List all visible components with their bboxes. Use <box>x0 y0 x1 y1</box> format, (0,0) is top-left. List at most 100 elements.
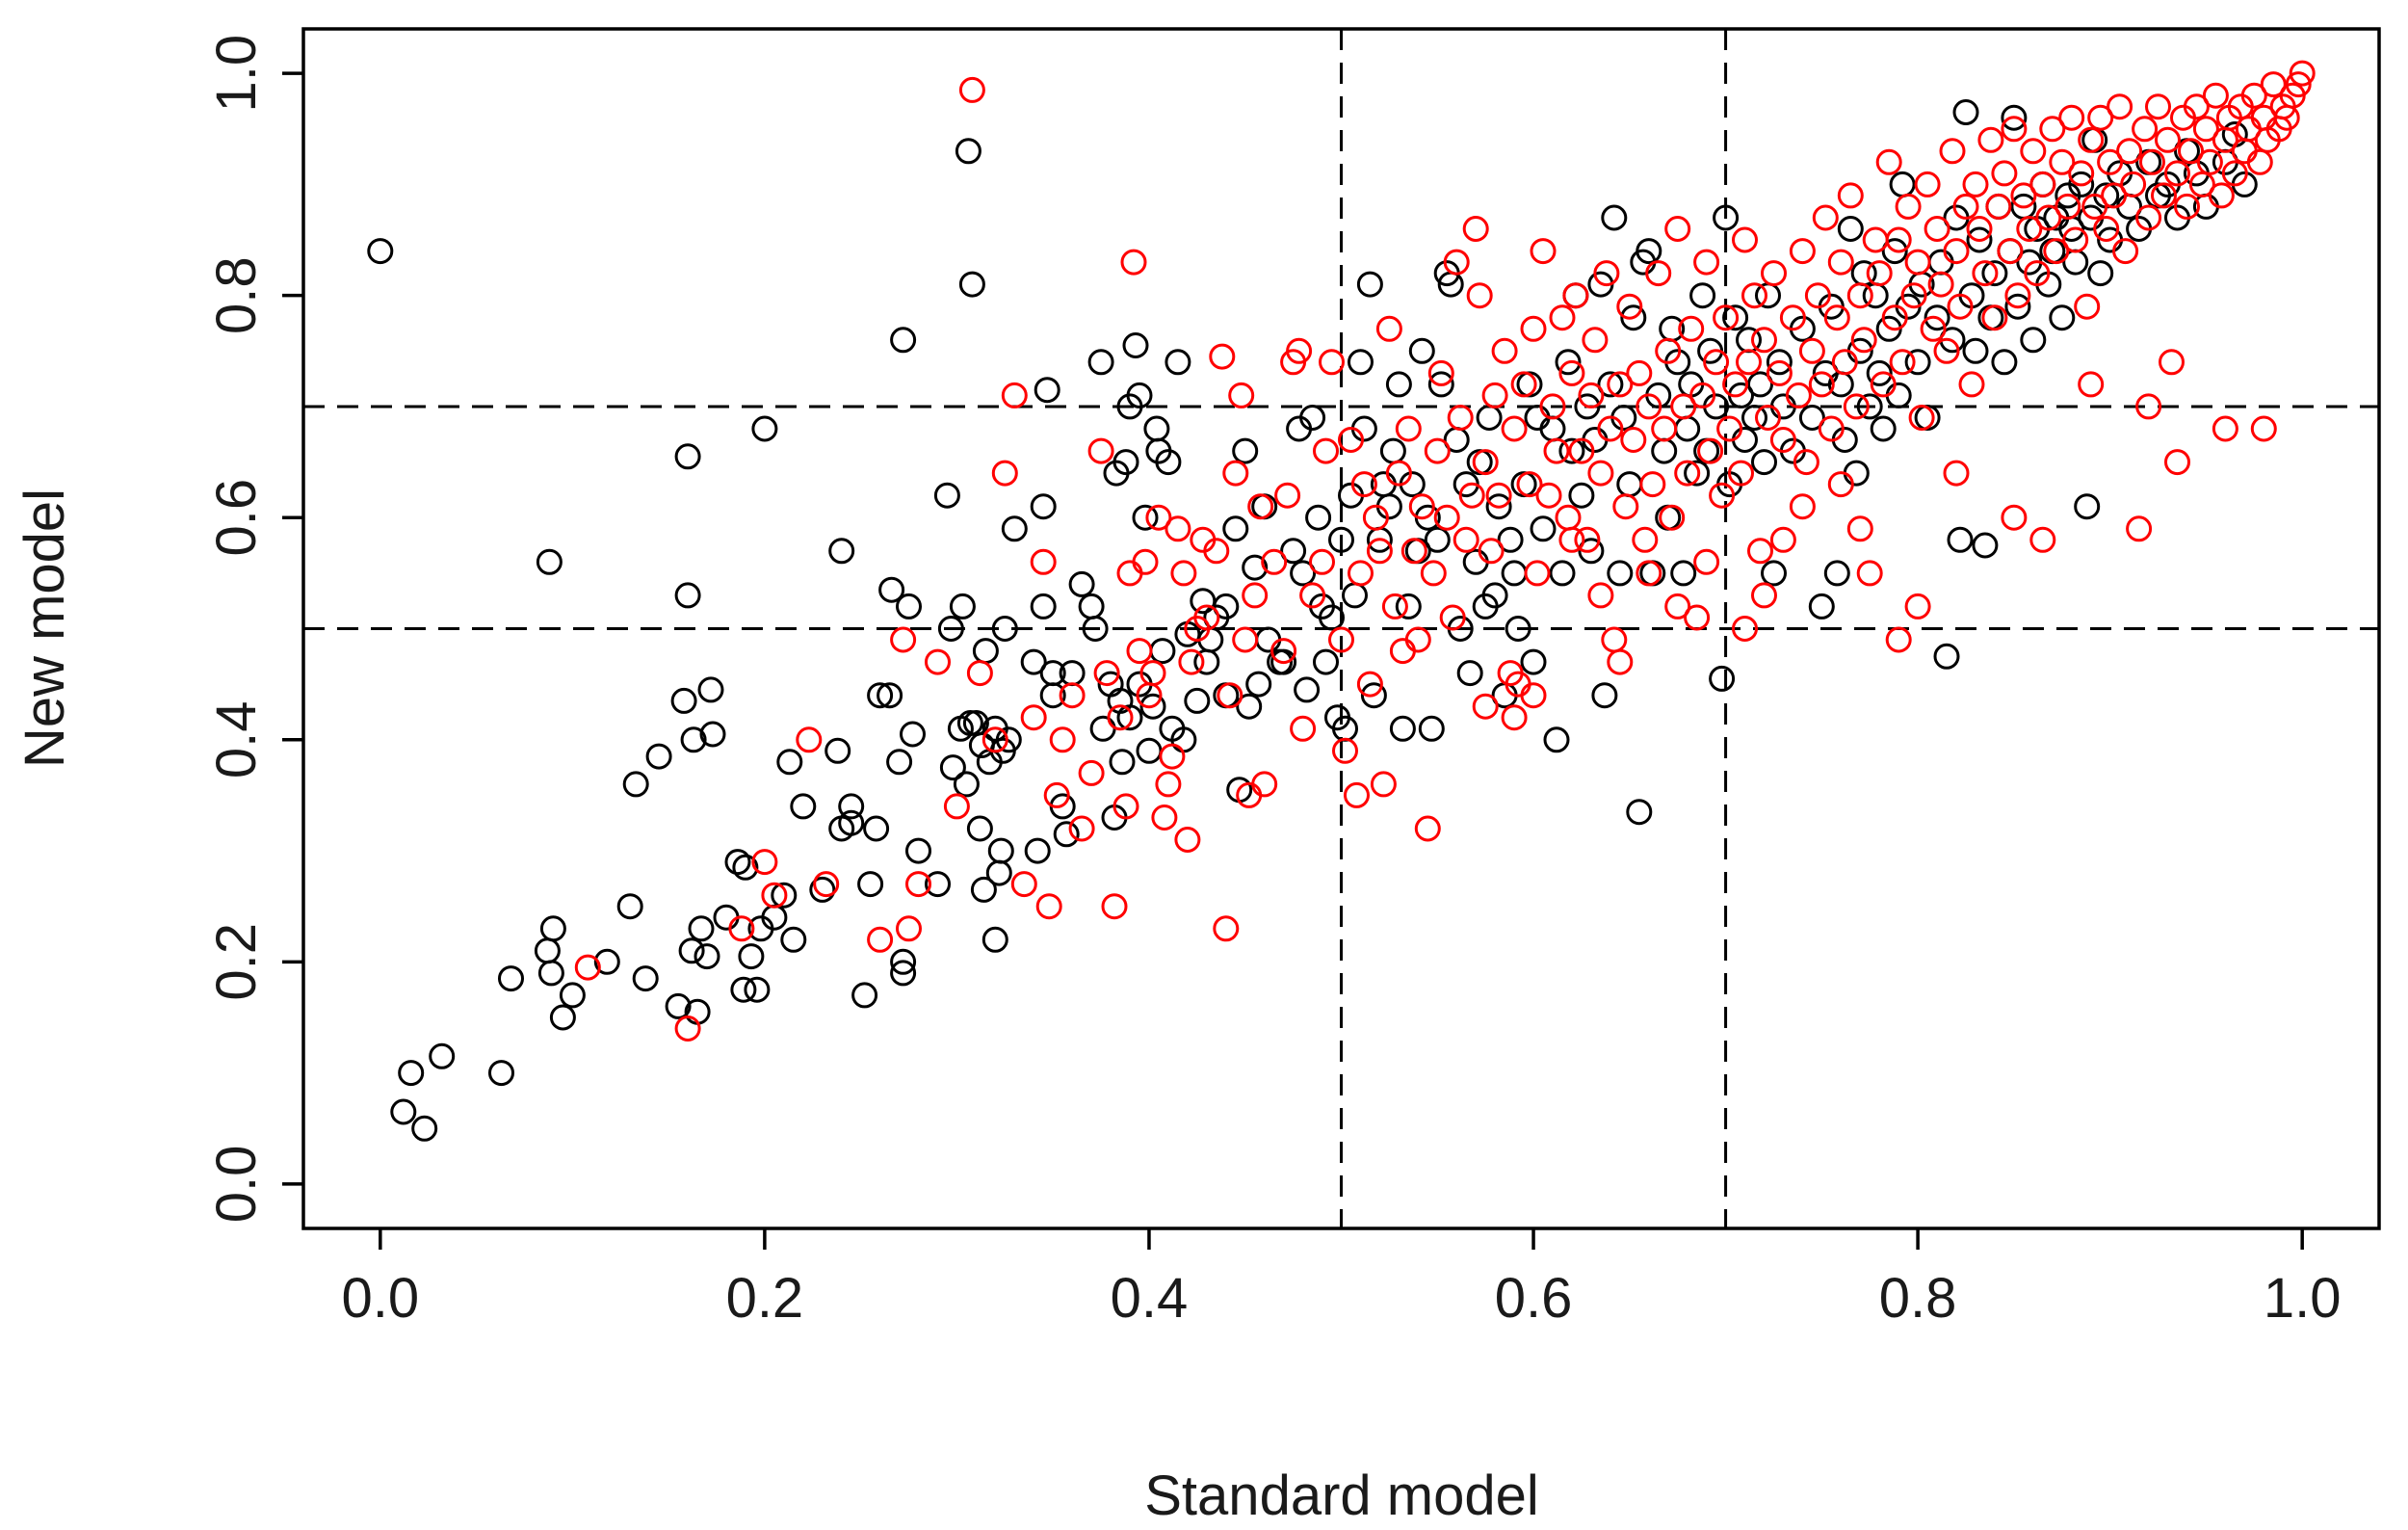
data-point-s0-23 <box>680 726 707 753</box>
data-point-s1-213 <box>2020 138 2047 165</box>
data-point-s0-254 <box>1856 393 1883 420</box>
data-point-s0-147 <box>1319 604 1345 631</box>
data-point-s0-238 <box>1761 560 1787 587</box>
data-point-s0-169 <box>1424 526 1451 553</box>
data-point-s0-230 <box>1722 304 1749 331</box>
data-point-s0-21 <box>674 582 701 609</box>
plot-frame <box>301 27 2381 1230</box>
data-point-s1-270 <box>2250 415 2277 442</box>
data-point-s0-259 <box>1881 238 1908 265</box>
data-point-s1-60 <box>1261 548 1288 575</box>
data-point-s1-149 <box>1709 482 1736 509</box>
data-point-s1-148 <box>1703 349 1730 376</box>
data-point-s1-236 <box>2132 116 2159 143</box>
data-point-s0-292 <box>2049 304 2076 331</box>
data-point-s0-274 <box>1962 337 1989 364</box>
data-point-s1-19 <box>1020 704 1047 731</box>
data-point-s1-174 <box>1831 349 1858 376</box>
data-point-s1-77 <box>1362 504 1389 531</box>
data-point-s1-181 <box>1866 260 1893 287</box>
data-point-s1-130 <box>1616 293 1643 320</box>
data-point-s1-43 <box>1170 560 1197 587</box>
data-point-s1-173 <box>1827 249 1854 276</box>
data-point-s1-117 <box>1555 504 1582 531</box>
data-point-s1-239 <box>2145 93 2171 120</box>
data-point-s1-245 <box>2174 193 2200 220</box>
data-point-s1-141 <box>1670 393 1697 420</box>
data-point-s1-45 <box>1178 648 1205 675</box>
data-point-s0-131 <box>1232 437 1259 464</box>
data-point-s1-157 <box>1747 538 1773 565</box>
data-point-s0-177 <box>1462 548 1489 575</box>
data-point-s0-133 <box>1242 554 1269 581</box>
data-point-s0-163 <box>1395 593 1422 620</box>
x-tick-label-0: 0.0 <box>341 1267 419 1330</box>
data-point-s1-37 <box>1139 660 1166 687</box>
data-point-s1-97 <box>1458 482 1485 509</box>
data-point-s1-192 <box>1920 315 1947 342</box>
data-point-s0-77 <box>982 926 1008 953</box>
data-point-s1-227 <box>2087 104 2114 131</box>
data-point-s1-206 <box>1985 193 2012 220</box>
data-point-s0-53 <box>878 576 905 603</box>
x-tick-label-4: 0.8 <box>1879 1267 1957 1330</box>
data-point-s1-287 <box>1664 593 1691 620</box>
data-point-s1-0 <box>574 954 601 981</box>
data-point-s1-269 <box>2289 60 2316 87</box>
data-point-s0-296 <box>2068 171 2095 198</box>
data-point-s0-26 <box>694 943 720 970</box>
data-point-s0-98 <box>1087 349 1114 376</box>
data-point-s1-207 <box>1991 160 2018 187</box>
data-point-s0-46 <box>838 809 865 836</box>
y-tick-label-1: 0.2 <box>205 923 268 1001</box>
data-point-s0-266 <box>1924 304 1950 331</box>
data-point-s1-142 <box>1674 460 1701 487</box>
data-point-s1-79 <box>1370 771 1397 798</box>
data-point-s1-98 <box>1462 216 1489 242</box>
data-point-s1-16 <box>991 460 1018 487</box>
data-point-s0-220 <box>1674 415 1701 442</box>
y-tick-label-0: 0.0 <box>205 1146 268 1224</box>
data-point-s1-110 <box>1520 315 1547 342</box>
data-point-s0-132 <box>1236 693 1263 720</box>
data-point-s0-107 <box>1116 704 1143 731</box>
data-point-s1-164 <box>1785 382 1812 409</box>
data-point-s1-55 <box>1232 626 1259 653</box>
data-point-s0-116 <box>1149 638 1176 665</box>
data-point-s0-86 <box>1024 837 1051 864</box>
data-point-s0-42 <box>809 876 836 903</box>
data-point-s0-0 <box>367 238 394 265</box>
data-point-s1-8 <box>890 626 917 653</box>
data-point-s1-268 <box>2285 71 2312 98</box>
data-point-s1-224 <box>2074 293 2101 320</box>
data-point-s0-195 <box>1555 349 1582 376</box>
data-point-s0-265 <box>1914 405 1941 431</box>
data-point-s1-152 <box>1722 371 1749 398</box>
data-point-s0-50 <box>863 815 890 842</box>
data-point-s1-65 <box>1290 715 1317 742</box>
data-point-s1-158 <box>1751 327 1777 354</box>
data-point-s0-88 <box>1030 593 1057 620</box>
data-point-s1-96 <box>1453 526 1479 553</box>
data-point-s0-16 <box>632 965 659 992</box>
data-point-s0-212 <box>1636 238 1662 265</box>
data-point-s0-3 <box>411 1115 438 1142</box>
data-point-s1-250 <box>2196 148 2223 175</box>
data-point-s0-219 <box>1670 560 1697 587</box>
data-point-s0-189 <box>1520 648 1547 675</box>
data-point-s0-178 <box>1466 449 1493 476</box>
data-point-s0-236 <box>1751 449 1777 476</box>
data-point-s1-67 <box>1309 548 1335 575</box>
data-point-s0-109 <box>1126 382 1153 409</box>
data-point-s0-64 <box>939 754 966 781</box>
data-point-s0-17 <box>645 743 672 770</box>
data-point-s1-51 <box>1213 915 1240 942</box>
y-tick-label-3: 0.6 <box>205 479 268 557</box>
data-point-s1-221 <box>2058 104 2085 131</box>
data-point-s1-128 <box>1607 371 1634 398</box>
data-point-s1-74 <box>1348 560 1374 587</box>
data-point-s0-66 <box>949 593 976 620</box>
data-point-s1-178 <box>1850 327 1877 354</box>
data-point-s1-208 <box>1997 238 2024 265</box>
data-point-s1-132 <box>1626 359 1653 386</box>
